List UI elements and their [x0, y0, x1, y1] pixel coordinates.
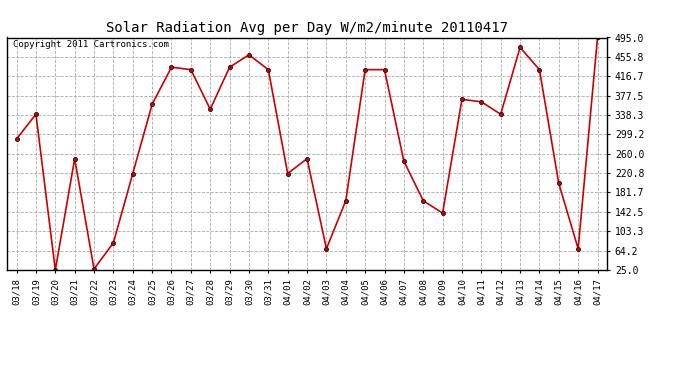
- Title: Solar Radiation Avg per Day W/m2/minute 20110417: Solar Radiation Avg per Day W/m2/minute …: [106, 21, 508, 35]
- Text: Copyright 2011 Cartronics.com: Copyright 2011 Cartronics.com: [13, 40, 169, 49]
